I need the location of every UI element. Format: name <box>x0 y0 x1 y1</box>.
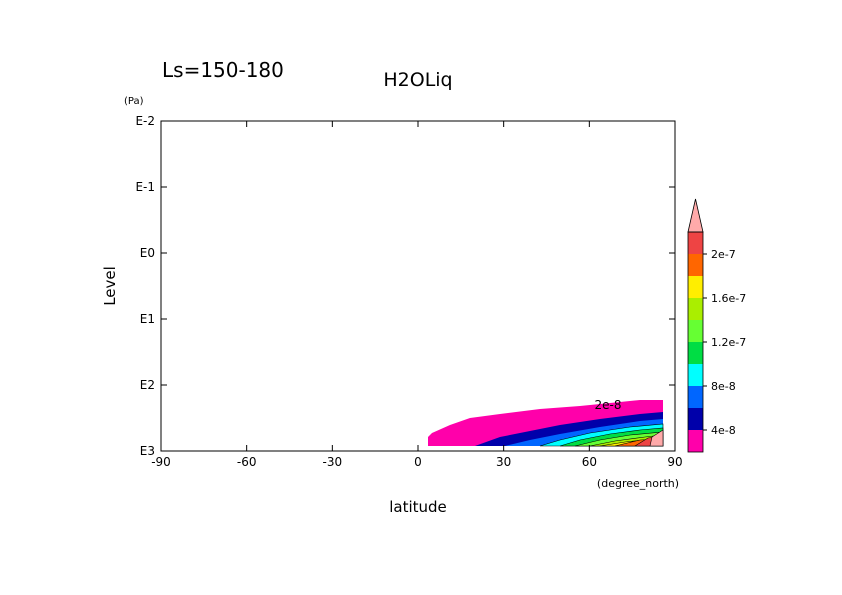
x-tick-label: 0 <box>414 455 422 469</box>
colorbar-box <box>688 254 703 276</box>
contour-fill <box>649 429 664 447</box>
chart-subtitle: Ls=150-180 <box>162 58 284 82</box>
y-tick-label: E1 <box>140 312 155 326</box>
colorbar-label: 8e-8 <box>711 380 736 393</box>
colorbar-box <box>688 408 703 430</box>
y-tick-label: E0 <box>140 246 155 260</box>
colorbar-box <box>688 276 703 298</box>
colorbar-box <box>688 430 703 452</box>
x-tick-label: 90 <box>667 455 682 469</box>
x-tick-label: -90 <box>151 455 171 469</box>
x-tick-label: 30 <box>496 455 511 469</box>
x-axis-label: latitude <box>389 498 447 516</box>
colorbar-box <box>688 386 703 408</box>
colorbar-extension <box>687 198 704 233</box>
chart-title: H2OLiq <box>383 69 452 91</box>
colorbar-box <box>688 298 703 320</box>
y-unit: (Pa) <box>124 96 144 107</box>
colorbar-label: 2e-7 <box>711 248 736 261</box>
y-tick-label: E3 <box>140 444 155 458</box>
x-tick-label: -60 <box>237 455 257 469</box>
x-unit: (degree_north) <box>597 477 679 490</box>
x-tick-label: 60 <box>582 455 597 469</box>
colorbar-box <box>688 232 703 254</box>
colorbar-box <box>688 320 703 342</box>
colorbar-label: 1.6e-7 <box>711 292 746 305</box>
colorbar-label: 4e-8 <box>711 424 736 437</box>
y-tick-label: E-1 <box>135 180 155 194</box>
colorbar-box <box>688 364 703 386</box>
colorbar-label: 1.2e-7 <box>711 336 746 349</box>
y-tick-label: E2 <box>140 378 155 392</box>
x-tick-label: -30 <box>323 455 343 469</box>
contour-group <box>428 400 664 447</box>
y-axis-label: Level <box>101 266 119 306</box>
y-tick-label: E-2 <box>135 114 155 128</box>
colorbar-box <box>688 342 703 364</box>
contour-label: 2e-8 <box>595 398 622 412</box>
